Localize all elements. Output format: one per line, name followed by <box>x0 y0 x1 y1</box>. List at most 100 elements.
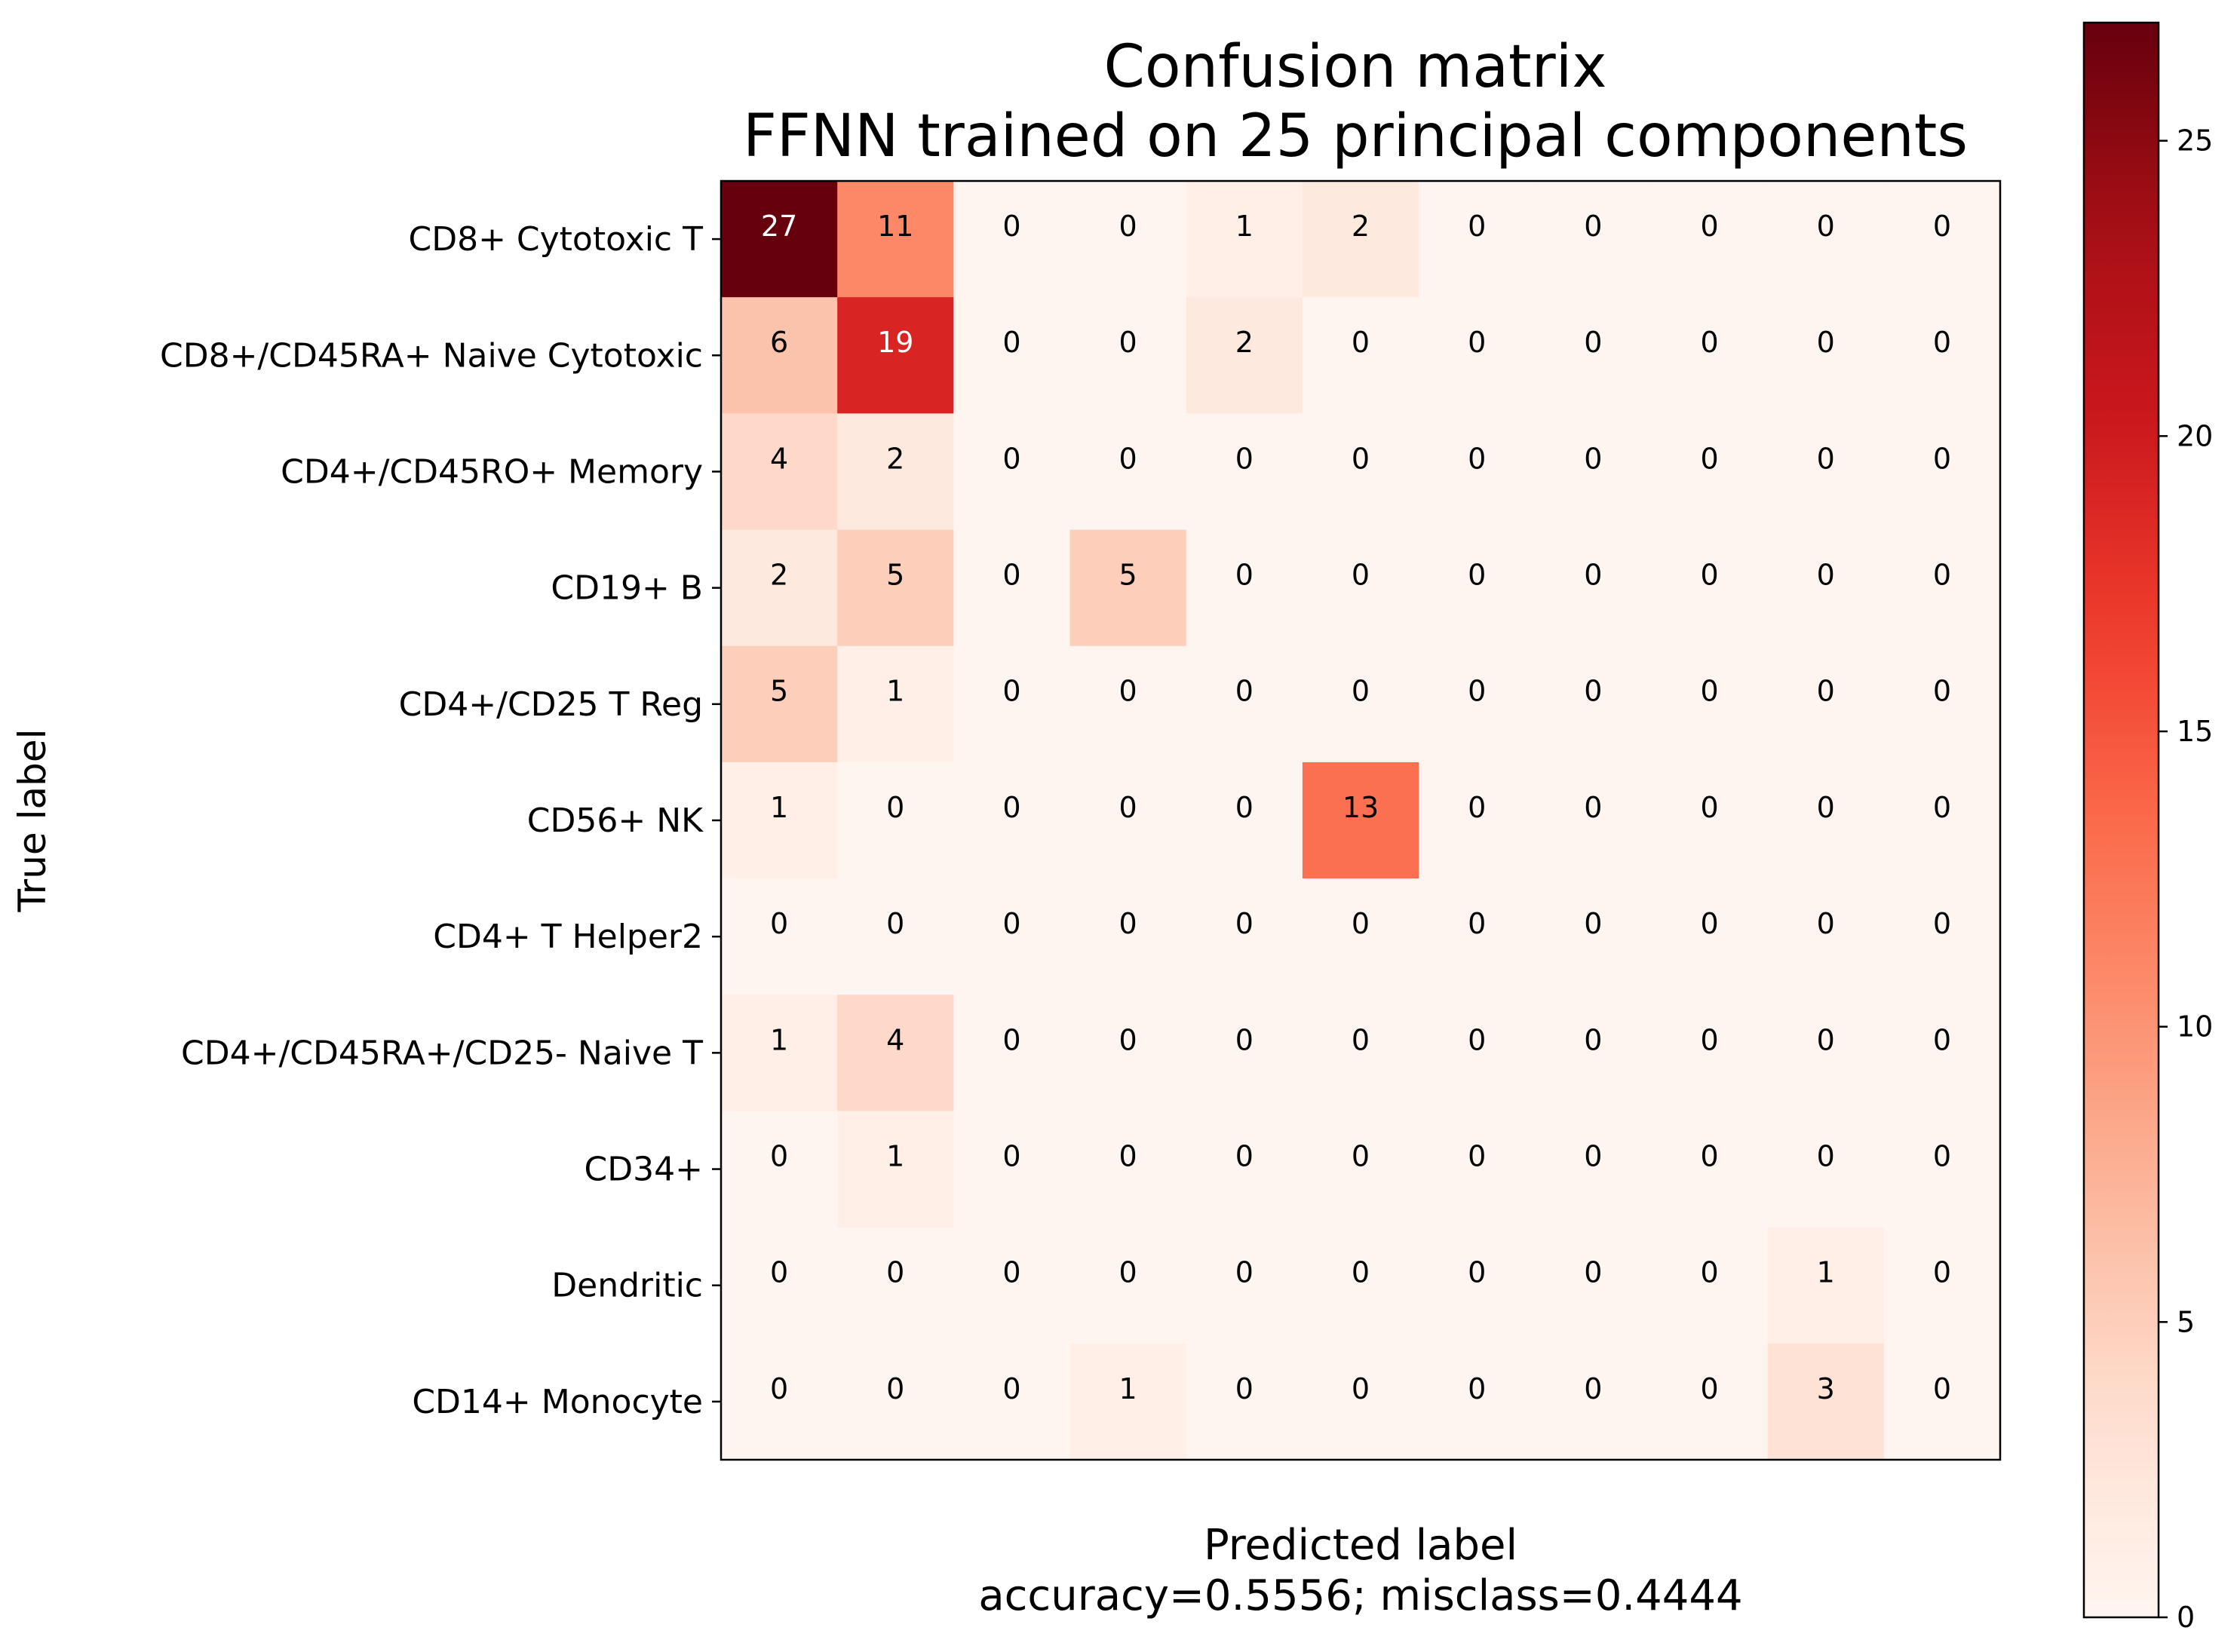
cell-value-label: 13 <box>1343 791 1379 824</box>
cell-value-label: 0 <box>1584 210 1602 243</box>
cell-value-label: 0 <box>1002 559 1020 592</box>
matrix-cell <box>1767 1343 1885 1460</box>
colorbar-tick-label: 0 <box>2177 1601 2195 1634</box>
matrix-cell <box>837 1111 954 1228</box>
cell-value-label: 5 <box>1119 559 1137 592</box>
matrix-cell <box>1767 529 1885 647</box>
cell-value-label: 0 <box>1235 1139 1254 1172</box>
matrix-cell <box>721 181 838 298</box>
cell-value-label: 0 <box>1933 791 1951 824</box>
matrix-cell <box>721 995 838 1111</box>
matrix-cell <box>721 1343 838 1460</box>
matrix-cell <box>953 1111 1071 1228</box>
cell-value-label: 0 <box>1700 1256 1718 1289</box>
cell-value-label: 0 <box>1235 675 1254 708</box>
cell-value-label: 27 <box>761 210 797 243</box>
cell-value-label: 0 <box>1817 907 1835 940</box>
matrix-cell <box>1419 1111 1536 1228</box>
matrix-cell <box>721 878 838 995</box>
matrix-cell <box>1186 413 1303 531</box>
matrix-cell <box>1883 1227 2001 1344</box>
cell-value-label: 0 <box>770 1372 788 1405</box>
colorbar-tick-label: 25 <box>2177 124 2213 158</box>
cell-value-label: 0 <box>1584 326 1602 359</box>
cell-value-label: 2 <box>886 442 904 475</box>
cell-value-label: 0 <box>1352 326 1370 359</box>
cell-value-label: 0 <box>1468 675 1486 708</box>
y-tick-label: CD4+ T Helper2 <box>433 918 703 956</box>
matrix-cell <box>1767 1227 1885 1344</box>
matrix-cell <box>1069 1227 1187 1344</box>
cell-value-label: 0 <box>1700 1372 1718 1405</box>
cell-value-label: 0 <box>1584 1023 1602 1056</box>
cell-value-label: 0 <box>1584 442 1602 475</box>
cell-value-label: 0 <box>1933 559 1951 592</box>
matrix-cell <box>953 181 1071 298</box>
cell-value-label: 5 <box>886 559 904 592</box>
matrix-cell <box>1069 878 1187 995</box>
cell-value-label: 0 <box>886 1256 904 1289</box>
cell-value-label: 0 <box>1817 1139 1835 1172</box>
matrix-cell <box>1651 762 1769 879</box>
matrix-cell <box>1883 878 2001 995</box>
matrix-cell <box>1651 181 1769 298</box>
y-tick-label: CD34+ <box>585 1151 703 1189</box>
matrix-cell <box>837 413 954 531</box>
cell-value-label: 0 <box>1352 559 1370 592</box>
matrix-cell <box>953 297 1071 414</box>
y-axis-ticks: CD8+ Cytotoxic T CD8+/CD45RA+ Naive Cytot… <box>160 220 721 1421</box>
cell-value-label: 0 <box>1468 559 1486 592</box>
cell-value-label: 0 <box>1584 1372 1602 1405</box>
y-tick-label: CD19+ B <box>551 569 703 608</box>
cell-value-label: 0 <box>770 1139 788 1172</box>
matrix-cell <box>953 762 1071 879</box>
heatmap-cells: 27 11 0 0 1 2 0 0 0 0 06 19 0 0 2 0 0 0 0 0 04 2 0 0 0 0 0 0 0 0 02 5 0 5… <box>721 181 2001 1460</box>
cell-value-label: 0 <box>1468 791 1486 824</box>
matrix-cell <box>1069 529 1187 647</box>
cell-value-label: 0 <box>1468 1372 1486 1405</box>
matrix-cell <box>1651 1227 1769 1344</box>
matrix-cell <box>953 1227 1071 1344</box>
cell-value-label: 1 <box>886 675 904 708</box>
matrix-cell <box>1302 1111 1419 1228</box>
matrix-cell <box>1069 645 1187 763</box>
cell-value-label: 0 <box>1584 559 1602 592</box>
cell-value-label: 11 <box>877 210 913 243</box>
cell-value-label: 0 <box>1119 326 1137 359</box>
matrix-cell <box>1419 995 1536 1111</box>
matrix-cell <box>1767 181 1885 298</box>
matrix-cell <box>1883 529 2001 647</box>
cell-value-label: 0 <box>1933 326 1951 359</box>
matrix-cell <box>1535 297 1652 414</box>
matrix-cell <box>1302 995 1419 1111</box>
cell-value-label: 5 <box>770 675 788 708</box>
matrix-cell <box>721 645 838 763</box>
matrix-cell <box>1302 762 1419 879</box>
cell-value-label: 0 <box>1700 1139 1718 1172</box>
matrix-cell <box>1069 297 1187 414</box>
cell-value-label: 0 <box>886 791 904 824</box>
cell-value-label: 0 <box>1119 791 1137 824</box>
cell-value-label: 0 <box>1119 442 1137 475</box>
matrix-cell <box>1767 1111 1885 1228</box>
cell-value-label: 0 <box>1700 675 1718 708</box>
matrix-cell <box>1186 1343 1303 1460</box>
matrix-cell <box>1186 762 1303 879</box>
colorbar-ticks: 0 5 10 15 20 25 <box>2159 124 2213 1634</box>
matrix-cell <box>837 529 954 647</box>
matrix-cell <box>1651 1343 1769 1460</box>
cell-value-label: 2 <box>770 559 788 592</box>
cell-value-label: 0 <box>1817 559 1835 592</box>
matrix-cell <box>1302 413 1419 531</box>
cell-value-label: 1 <box>770 791 788 824</box>
cell-value-label: 0 <box>886 1372 904 1405</box>
matrix-cell <box>1302 181 1419 298</box>
matrix-cell <box>1651 529 1769 647</box>
matrix-cell <box>837 181 954 298</box>
cell-value-label: 0 <box>1933 1023 1951 1056</box>
cell-value-label: 0 <box>1235 1256 1254 1289</box>
matrix-cell <box>953 529 1071 647</box>
x-axis-label: Predicted label accuracy=0.5556; misclass… <box>978 1521 1742 1620</box>
matrix-cell <box>1883 1343 2001 1460</box>
